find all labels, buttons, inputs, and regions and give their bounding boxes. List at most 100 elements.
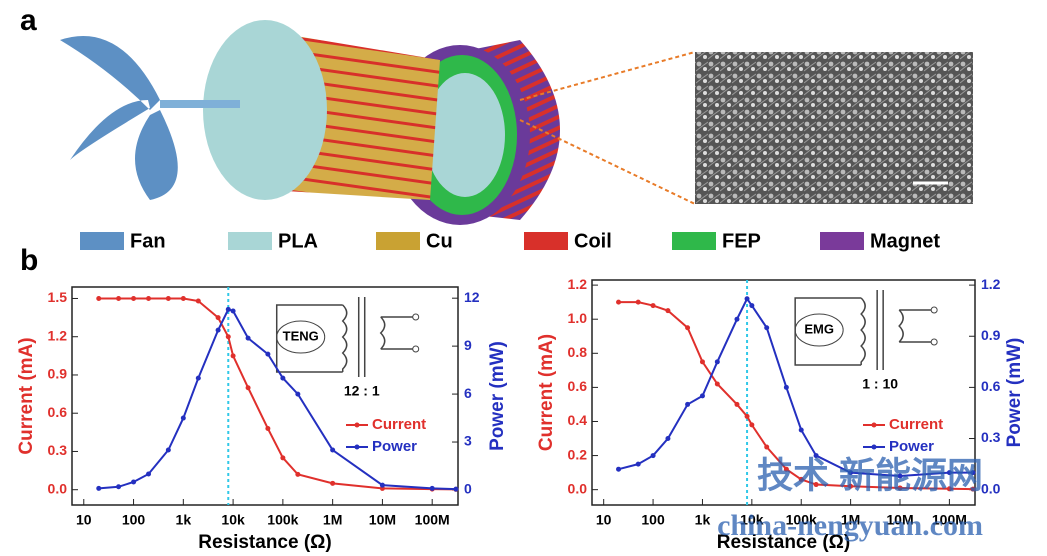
data-point <box>330 481 335 486</box>
data-point <box>196 299 201 304</box>
data-point <box>96 486 101 491</box>
x-tick-label: 100 <box>122 512 146 528</box>
data-point <box>636 462 641 467</box>
data-point <box>453 487 458 492</box>
legend-label: Current <box>889 416 943 433</box>
panel-label: b <box>20 244 38 277</box>
x-axis-label: Resistance (Ω) <box>198 532 332 553</box>
data-point <box>734 402 739 407</box>
x-tick-label: 1M <box>323 512 342 528</box>
data-point <box>665 308 670 313</box>
data-point <box>685 402 690 407</box>
data-point <box>380 483 385 488</box>
legend-label: Coil <box>574 230 612 252</box>
inset-terminal <box>931 339 937 345</box>
panel-label: a <box>20 4 37 37</box>
data-point <box>764 445 769 450</box>
data-point <box>749 422 754 427</box>
data-point <box>784 385 789 390</box>
y2-tick-label: 0 <box>464 481 472 497</box>
y-tick-label: 0.6 <box>568 378 588 394</box>
y2-tick-label: 0.0 <box>981 480 1001 496</box>
data-point <box>181 416 186 421</box>
legend-label: Current <box>372 416 426 433</box>
inset-terminal <box>413 314 419 320</box>
data-point <box>330 448 335 453</box>
figure: a b FanPLACuCoilFEPMagnet 101001k10k100k… <box>0 0 1047 556</box>
data-point <box>96 296 101 301</box>
x-tick-label: 10 <box>76 512 92 528</box>
data-point <box>231 308 236 313</box>
x-tick-label: 10 <box>596 512 612 528</box>
data-point <box>166 448 171 453</box>
device-legend: Fan PLA Cu Coil FEP Magnet <box>80 230 940 252</box>
data-point <box>146 296 151 301</box>
inset-ratio: 12 : 1 <box>344 383 380 399</box>
legend-swatch <box>228 232 272 250</box>
data-point <box>651 453 656 458</box>
legend-marker <box>355 445 360 450</box>
x-tick-label: 10k <box>221 512 245 528</box>
x-tick-label: 100M <box>415 512 450 528</box>
legend-marker <box>872 445 877 450</box>
x-tick-label: 10M <box>369 512 396 528</box>
legend-swatch <box>80 232 124 250</box>
data-point <box>226 334 231 339</box>
legend-label: Fan <box>130 230 166 252</box>
inset-terminal <box>931 307 937 313</box>
data-point <box>246 336 251 341</box>
y2-tick-label: 1.2 <box>981 276 1001 292</box>
data-point <box>685 325 690 330</box>
y-tick-label: 0.9 <box>48 366 68 382</box>
data-point <box>745 414 750 419</box>
y2-axis-label: Power (mW) <box>1004 338 1025 448</box>
data-point <box>196 376 201 381</box>
legend-label: PLA <box>278 230 318 252</box>
data-point <box>246 385 251 390</box>
legend-label: Magnet <box>870 230 940 252</box>
data-point <box>715 381 720 386</box>
x-tick-label: 1k <box>176 512 192 528</box>
data-point <box>181 296 186 301</box>
x-tick-label: 100 <box>641 512 665 528</box>
inset-ratio: 1 : 10 <box>862 376 898 392</box>
y2-tick-label: 0.3 <box>981 429 1001 445</box>
inset-terminal <box>413 346 419 352</box>
watermark: china-nengyuan.com <box>717 509 983 542</box>
y-tick-label: 1.2 <box>568 276 588 292</box>
data-point <box>430 486 435 491</box>
data-point <box>799 428 804 433</box>
y2-tick-label: 3 <box>464 433 472 449</box>
y2-tick-label: 9 <box>464 337 472 353</box>
data-point <box>764 325 769 330</box>
y-tick-label: 0.2 <box>568 446 588 462</box>
data-point <box>231 353 236 358</box>
data-point <box>226 307 231 312</box>
y-tick-label: 0.8 <box>568 344 588 360</box>
legend-label: Power <box>889 438 934 455</box>
y-tick-label: 0.6 <box>48 404 68 420</box>
data-point <box>280 455 285 460</box>
data-point <box>295 472 300 477</box>
legend-label: FEP <box>722 230 761 252</box>
y-tick-label: 1.5 <box>48 289 68 305</box>
legend-label: Cu <box>426 230 453 252</box>
legend-swatch <box>524 232 568 250</box>
data-point <box>131 296 136 301</box>
data-point <box>265 426 270 431</box>
data-point <box>295 392 300 397</box>
y-axis-label: Current (mA) <box>16 337 37 454</box>
data-point <box>216 328 221 333</box>
legend-swatch <box>672 232 716 250</box>
y2-tick-label: 0.6 <box>981 378 1001 394</box>
data-point <box>280 376 285 381</box>
plot-frame <box>72 287 458 505</box>
data-point <box>116 484 121 489</box>
y-tick-label: 1.0 <box>568 310 588 326</box>
data-point <box>715 359 720 364</box>
y-tick-label: 0.0 <box>48 480 68 496</box>
data-point <box>651 303 656 308</box>
y-axis-label: Current (mA) <box>536 334 557 451</box>
data-point <box>734 317 739 322</box>
